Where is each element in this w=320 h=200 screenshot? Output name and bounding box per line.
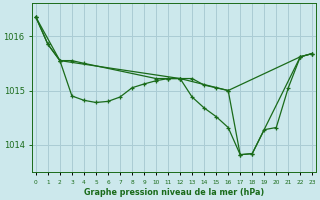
X-axis label: Graphe pression niveau de la mer (hPa): Graphe pression niveau de la mer (hPa) — [84, 188, 264, 197]
